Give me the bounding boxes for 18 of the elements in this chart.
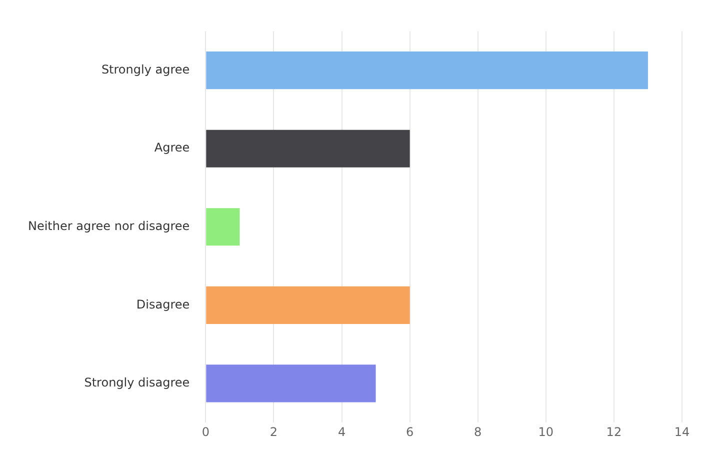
- y-tick-label: Strongly agree: [101, 62, 190, 76]
- x-tick-label: 10: [538, 424, 554, 439]
- x-tick-label: 8: [474, 424, 482, 439]
- bar: [206, 208, 240, 246]
- y-tick-label: Disagree: [136, 297, 190, 312]
- x-tick-label: 12: [606, 424, 622, 439]
- bar: [206, 52, 648, 90]
- x-tick-label: 0: [202, 424, 210, 439]
- bar: [206, 364, 376, 402]
- y-tick-label: Neither agree nor disagree: [28, 219, 190, 234]
- bar: [206, 130, 410, 168]
- x-tick-label: 2: [270, 424, 278, 439]
- x-tick-label: 4: [338, 424, 346, 439]
- x-tick-label: 14: [674, 424, 690, 439]
- x-tick-label: 6: [406, 424, 414, 439]
- y-tick-label: Agree: [154, 140, 190, 155]
- bar: [206, 286, 410, 324]
- y-tick-label: Strongly disagree: [84, 376, 190, 390]
